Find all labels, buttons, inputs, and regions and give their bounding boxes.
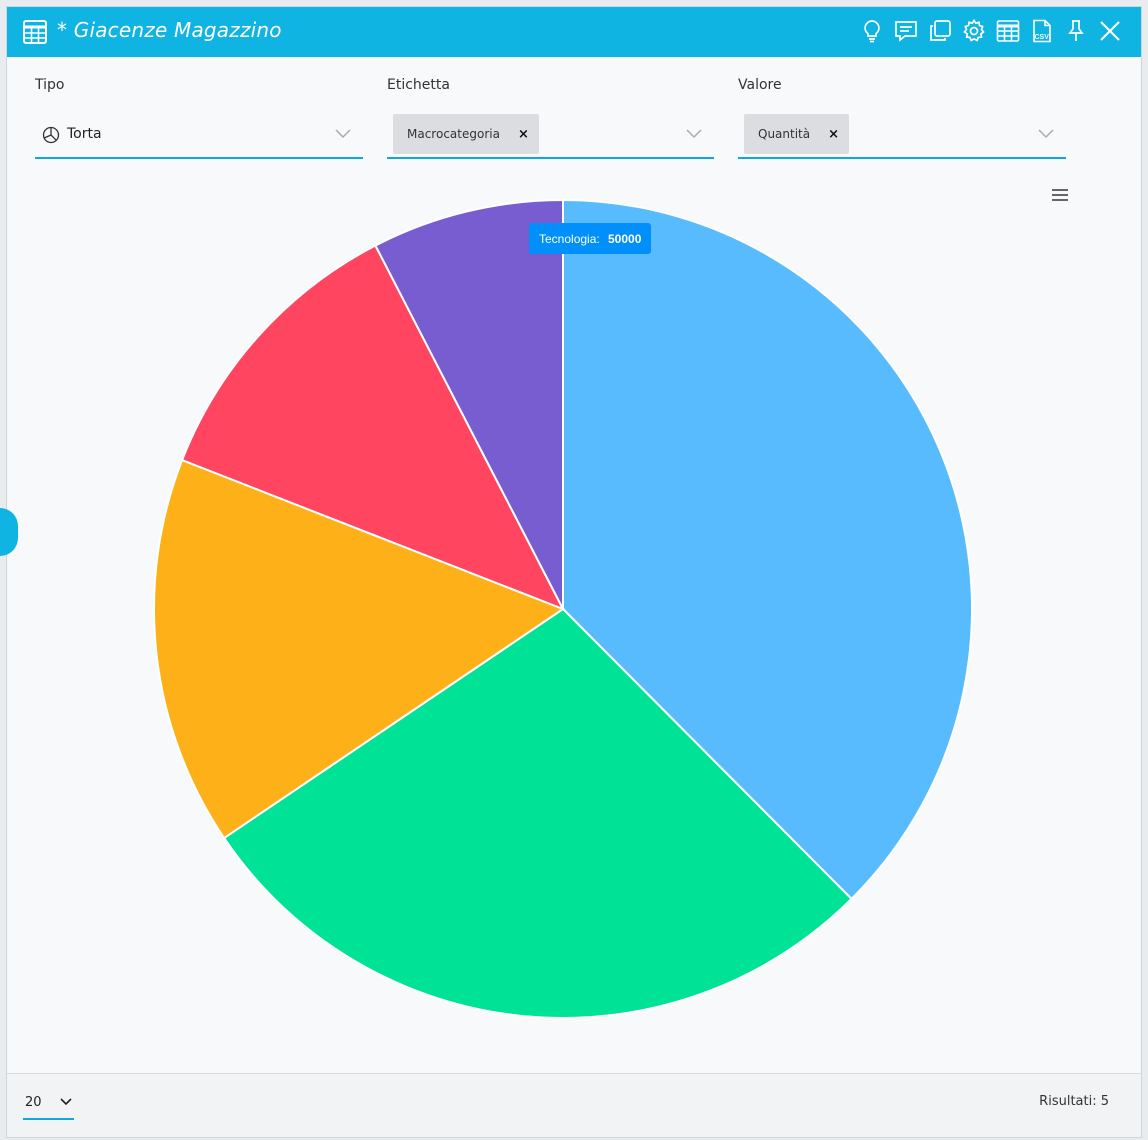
side-panel-toggle[interactable] bbox=[0, 508, 18, 556]
etichetta-chip: Macrocategoria × bbox=[393, 114, 539, 154]
pie-slice-2[interactable] bbox=[222, 607, 853, 1019]
lightbulb-icon[interactable] bbox=[859, 17, 885, 45]
valore-chip-label: Quantità bbox=[758, 127, 811, 141]
chevron-down-icon[interactable] bbox=[686, 129, 702, 139]
toolbar: CSV bbox=[859, 17, 1123, 45]
chart-window: * Giacenze Magazzino bbox=[6, 6, 1142, 1138]
etichetta-select[interactable]: Macrocategoria × bbox=[387, 111, 714, 159]
csv-icon[interactable]: CSV bbox=[1029, 17, 1055, 45]
chip-remove-icon[interactable]: × bbox=[828, 126, 840, 142]
table-view-icon[interactable] bbox=[995, 17, 1021, 45]
tooltip-label: Tecnologia: bbox=[539, 232, 600, 246]
window-title: * Giacenze Magazzino bbox=[57, 18, 282, 42]
page-size-value: 20 bbox=[25, 1094, 42, 1110]
title-bar: * Giacenze Magazzino bbox=[7, 7, 1141, 57]
pie-chart: Tecnologia: 50000 bbox=[153, 198, 973, 1019]
gear-icon[interactable] bbox=[961, 17, 987, 45]
pie-chart-icon bbox=[42, 126, 60, 144]
chevron-down-icon[interactable] bbox=[335, 129, 351, 139]
valore-select[interactable]: Quantità × bbox=[738, 111, 1066, 159]
valore-label: Valore bbox=[738, 77, 782, 93]
comment-icon[interactable] bbox=[893, 17, 919, 45]
footer: 20 Risultati: 5 bbox=[7, 1073, 1141, 1137]
chart-tooltip: Tecnologia: 50000 bbox=[529, 223, 651, 254]
etichetta-label: Etichetta bbox=[387, 77, 450, 93]
chevron-down-icon[interactable] bbox=[60, 1098, 72, 1106]
results-count: Risultati: 5 bbox=[1039, 1094, 1109, 1109]
pie-slice-3[interactable] bbox=[153, 458, 566, 840]
hamburger-menu-icon[interactable] bbox=[1051, 188, 1069, 202]
tooltip-value: 50000 bbox=[608, 232, 642, 246]
tipo-select[interactable]: Torta bbox=[35, 111, 363, 159]
chevron-down-icon[interactable] bbox=[1038, 129, 1054, 139]
pin-icon[interactable] bbox=[1063, 17, 1089, 45]
close-icon[interactable] bbox=[1097, 17, 1123, 45]
page-size-select[interactable]: 20 bbox=[23, 1086, 74, 1120]
etichetta-chip-label: Macrocategoria bbox=[407, 127, 500, 141]
tipo-label: Tipo bbox=[35, 77, 65, 93]
svg-text:CSV: CSV bbox=[1035, 34, 1050, 41]
duplicate-icon[interactable] bbox=[927, 17, 953, 45]
chip-remove-icon[interactable]: × bbox=[517, 126, 529, 142]
tipo-value: Torta bbox=[67, 126, 102, 142]
pie-slice-4[interactable] bbox=[180, 244, 566, 611]
table-icon bbox=[23, 20, 47, 44]
valore-chip: Quantità × bbox=[744, 114, 850, 154]
pie-slice-1[interactable] bbox=[562, 198, 973, 901]
pie-slice-5[interactable] bbox=[374, 198, 564, 610]
